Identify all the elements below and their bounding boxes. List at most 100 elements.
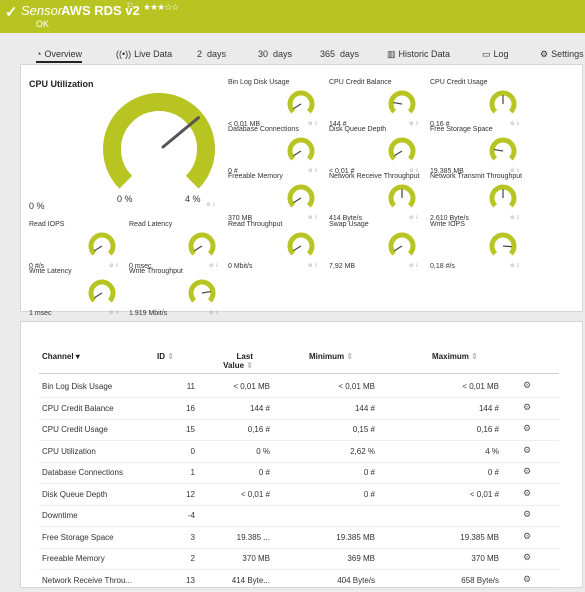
channel-settings-icon[interactable]: ⚙ xyxy=(523,488,531,499)
channel-settings-icon[interactable]: ⚙ xyxy=(523,509,531,520)
gauge-settings-icon[interactable]: ⚙ ⇩ xyxy=(409,263,419,269)
gauge-needle xyxy=(394,151,402,156)
gauge-value: 1 msec xyxy=(29,310,52,317)
column-header-last-value[interactable]: Last Value ⇕ xyxy=(207,352,253,370)
gauge-settings-icon[interactable]: ⚙ ⇩ xyxy=(206,202,216,208)
minimum-value: 404 Byte/s xyxy=(279,576,375,585)
table-row[interactable]: CPU Utilization 0 0 % 2,62 % 4 % ⚙ xyxy=(39,442,559,463)
channel-name: Network Receive Throu... xyxy=(42,576,132,585)
gauges-panel: CPU Utilization 0 % 0 % 4 % ⚙ ⇩ Bin Log … xyxy=(20,64,583,312)
channel-name: CPU Credit Usage xyxy=(42,425,108,434)
channel-name: CPU Credit Balance xyxy=(42,404,114,413)
channels-table: Channel ▾ ID ⇕ Last Value ⇕ Minimum ⇕ Max… xyxy=(20,321,583,588)
gauge-settings-icon[interactable]: ⚙ ⇩ xyxy=(308,215,318,221)
maximum-value: 4 % xyxy=(399,447,499,456)
gauge-settings-icon[interactable]: ⚙ ⇩ xyxy=(209,263,219,269)
table-row[interactable]: Freeable Memory 2 370 MB 369 MB 370 MB ⚙ xyxy=(39,549,559,570)
sort-icon: ⇕ xyxy=(167,352,174,361)
gauge-needle xyxy=(293,104,301,109)
gauge-dial xyxy=(488,183,518,213)
gauge-title: CPU Credit Balance xyxy=(329,79,392,86)
primary-gauge xyxy=(103,93,215,205)
gauge-arc xyxy=(91,235,113,254)
gauge-settings-icon[interactable]: ⚙ ⇩ xyxy=(109,310,119,316)
gauge-settings-icon[interactable]: ⚙ ⇩ xyxy=(510,215,520,221)
table-row[interactable]: Free Storage Space 3 19.385 ... 19.385 MB 19… xyxy=(39,528,559,549)
column-header-channel[interactable]: Channel ▾ xyxy=(42,352,80,361)
tab-30-days[interactable]: 30 days xyxy=(258,45,292,63)
gauge-needle xyxy=(293,198,301,203)
table-row[interactable]: CPU Credit Usage 15 0,16 # 0,15 # 0,16 # ⚙ xyxy=(39,420,559,441)
status-text: OK xyxy=(36,19,49,29)
table-row[interactable]: Bin Log Disk Usage 11 < 0,01 MB < 0,01 MB < … xyxy=(39,377,559,398)
gauge-title: Read Throughput xyxy=(228,221,282,228)
channel-id: 12 xyxy=(159,490,195,499)
last-value: < 0,01 MB xyxy=(199,382,270,391)
minimum-value: 0,15 # xyxy=(279,425,375,434)
tab-log[interactable]: ▭ Log xyxy=(482,45,509,63)
gauge-needle xyxy=(503,246,512,247)
gauge-settings-icon[interactable]: ⚙ ⇩ xyxy=(308,263,318,269)
column-header-id[interactable]: ID ⇕ xyxy=(157,352,174,361)
gauge-dial xyxy=(387,231,417,261)
channel-settings-icon[interactable]: ⚙ xyxy=(523,380,531,391)
channel-settings-icon[interactable]: ⚙ xyxy=(523,445,531,456)
table-row[interactable]: CPU Credit Balance 16 144 # 144 # 144 # ⚙ xyxy=(39,399,559,420)
channel-id: 15 xyxy=(159,425,195,434)
table-row[interactable]: Database Connections 1 0 # 0 # 0 # ⚙ xyxy=(39,463,559,484)
gauge-settings-icon[interactable]: ⚙ ⇩ xyxy=(209,310,219,316)
column-header-maximum[interactable]: Maximum ⇕ xyxy=(432,352,478,361)
flag-icon[interactable]: ⚐ xyxy=(126,1,134,12)
column-header-minimum[interactable]: Minimum ⇕ xyxy=(309,352,353,361)
primary-gauge-min: 0 % xyxy=(29,201,45,211)
tab-overview[interactable]: ◔ Overview xyxy=(36,45,82,63)
last-value: 414 Byte... xyxy=(199,576,270,585)
channel-settings-icon[interactable]: ⚙ xyxy=(523,531,531,542)
last-value: 0 % xyxy=(199,447,270,456)
channel-settings-icon[interactable]: ⚙ xyxy=(523,552,531,563)
gauge-arc xyxy=(290,235,312,254)
gauge-needle xyxy=(393,103,402,104)
priority-stars[interactable]: ★★★☆☆ xyxy=(143,2,178,13)
channel-settings-icon[interactable]: ⚙ xyxy=(523,423,531,434)
channel-settings-icon[interactable]: ⚙ xyxy=(523,466,531,477)
maximum-value: < 0,01 # xyxy=(399,490,499,499)
table-row[interactable]: Network Receive Throu... 13 414 Byte... 404… xyxy=(39,571,559,592)
table-row[interactable]: Disk Queue Depth 12 < 0,01 # 0 # < 0,01 # ⚙ xyxy=(39,485,559,506)
historic-data-icon: ▥ xyxy=(387,49,396,59)
gauge-settings-icon[interactable]: ⚙ ⇩ xyxy=(409,215,419,221)
gauge-arc xyxy=(290,140,312,159)
gauge-settings-icon[interactable]: ⚙ ⇩ xyxy=(109,263,119,269)
gauge-settings-icon[interactable]: ⚙ ⇩ xyxy=(308,121,318,127)
gauge-dial xyxy=(187,278,217,308)
gauge-dial xyxy=(387,136,417,166)
channel-id: 16 xyxy=(159,404,195,413)
sort-icon: ⇕ xyxy=(471,352,478,361)
tab-365-days[interactable]: 365 days xyxy=(320,45,359,63)
gauge-dial xyxy=(286,231,316,261)
tab-live-data[interactable]: ((•)) Live Data xyxy=(116,45,172,63)
gauge-dial xyxy=(387,89,417,119)
tab-historic-data[interactable]: ▥ Historic Data xyxy=(387,45,450,63)
gauge-dial xyxy=(187,231,217,261)
gauge-arc xyxy=(191,235,213,254)
sensor-header: ✓ Sensor AWS RDS v2 ⚐ ★★★☆☆ OK xyxy=(0,0,585,33)
gauge-settings-icon[interactable]: ⚙ ⇩ xyxy=(510,263,520,269)
table-row[interactable]: Downtime -4 ⚙ xyxy=(39,506,559,527)
minimum-value: 144 # xyxy=(279,404,375,413)
channel-settings-icon[interactable]: ⚙ xyxy=(523,402,531,413)
channel-settings-icon[interactable]: ⚙ xyxy=(523,574,531,585)
gauge-needle xyxy=(202,292,211,293)
gauge-settings-icon[interactable]: ⚙ ⇩ xyxy=(510,121,520,127)
gauge-settings-icon[interactable]: ⚙ ⇩ xyxy=(409,121,419,127)
gauge-dial xyxy=(488,89,518,119)
gauge-title: Bin Log Disk Usage xyxy=(228,79,289,86)
tab-2-days[interactable]: 2 days xyxy=(197,45,226,63)
gauge-value: 7,92 MB xyxy=(329,263,355,270)
tab-settings[interactable]: ⚙ Settings xyxy=(540,45,584,63)
gauge-value: 0 Mbit/s xyxy=(228,263,253,270)
channel-name: CPU Utilization xyxy=(42,447,96,456)
gauge-title: Write Throughput xyxy=(129,268,183,275)
gauge-settings-icon[interactable]: ⚙ ⇩ xyxy=(308,168,318,174)
minimum-value: 2,62 % xyxy=(279,447,375,456)
